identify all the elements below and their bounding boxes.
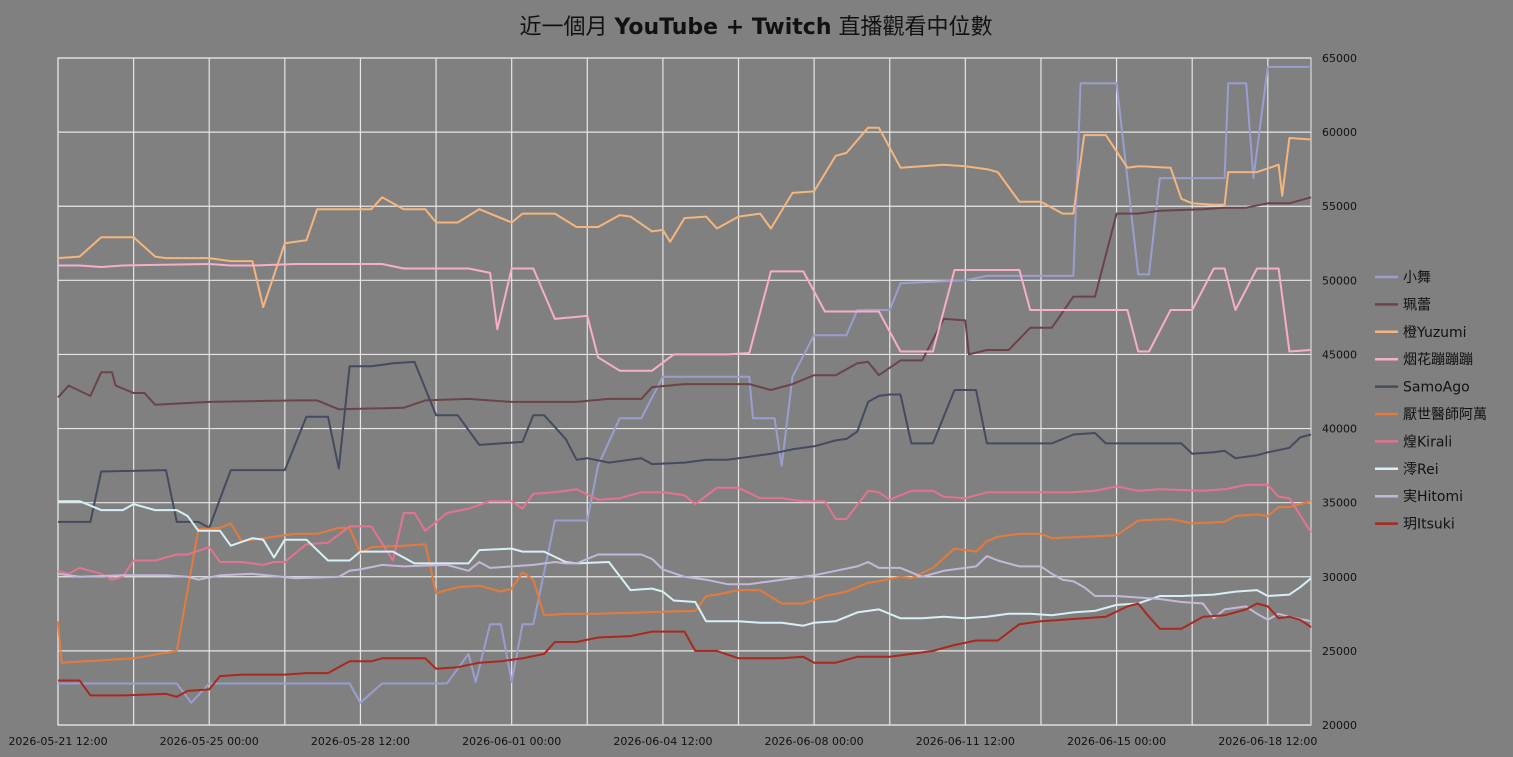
x-tick-label: 2026-06-04 12:00 [613, 735, 712, 748]
legend-label: 実Hitomi [1403, 489, 1463, 505]
y-tick-label: 20000 [1322, 719, 1357, 732]
y-tick-label: 60000 [1322, 126, 1357, 139]
chart-title: 近一個月 YouTube + Twitch 直播觀看中位數 [519, 15, 992, 40]
series-line-2 [57, 126, 1312, 308]
y-tick-label: 25000 [1322, 645, 1357, 658]
series-line-4 [58, 360, 1312, 529]
x-tick-label: 2026-06-11 12:00 [916, 735, 1015, 748]
x-tick-label: 2026-06-18 12:00 [1218, 735, 1317, 748]
legend-label: 玥Itsuki [1403, 517, 1455, 533]
y-tick-label: 35000 [1322, 497, 1357, 510]
x-tick-label: 2026-06-15 00:00 [1067, 735, 1166, 748]
y-tick-label: 45000 [1322, 348, 1357, 361]
chart-title-part-1: YouTube + Twitch [613, 15, 831, 40]
x-axis: 2026-05-21 12:00 2026-05-25 00:00 2026-05-… [8, 735, 1317, 748]
plot-area [57, 57, 1312, 726]
grid [57, 57, 1311, 726]
x-tick-label: 2026-05-21 12:00 [8, 735, 107, 748]
x-tick-label: 2026-06-01 00:00 [462, 735, 561, 748]
y-tick-label: 55000 [1322, 200, 1357, 213]
series-line-5 [57, 500, 1312, 664]
legend-label: 珮蕾 [1403, 297, 1431, 313]
y-tick-label: 30000 [1322, 571, 1357, 584]
series-line-3 [58, 263, 1312, 372]
legend-label: 厭世醫師阿萬 [1403, 407, 1487, 423]
series-line-0 [58, 65, 1311, 704]
x-tick-label: 2026-05-25 00:00 [160, 735, 259, 748]
series-line-1 [57, 196, 1312, 411]
y-tick-label: 50000 [1322, 274, 1357, 287]
series-layer [57, 65, 1312, 704]
x-tick-label: 2026-06-08 00:00 [765, 735, 864, 748]
y-tick-label: 40000 [1322, 423, 1357, 436]
chart-title-part-0: 近一個月 [519, 15, 614, 40]
series-line-6 [57, 483, 1312, 581]
chart-title-part-2: 直播觀看中位數 [832, 15, 993, 40]
legend-label: 烟花蹦蹦蹦 [1403, 352, 1473, 368]
series-line-7 [58, 500, 1312, 627]
legend-label: 橙Yuzumi [1403, 325, 1467, 341]
legend-label: 煌Kirali [1403, 434, 1452, 450]
legend-label: 小舞 [1403, 270, 1431, 286]
series-line-8 [57, 553, 1312, 623]
y-axis: 20000 25000 30000 35000 40000 45000 50000 55000… [1322, 52, 1357, 732]
x-tick-label: 2026-05-28 12:00 [311, 735, 410, 748]
legend-label: 澪Rei [1403, 462, 1439, 478]
series-line-9 [58, 602, 1312, 698]
y-tick-label: 65000 [1322, 52, 1357, 65]
legend-label: SamoAgo [1403, 380, 1470, 396]
